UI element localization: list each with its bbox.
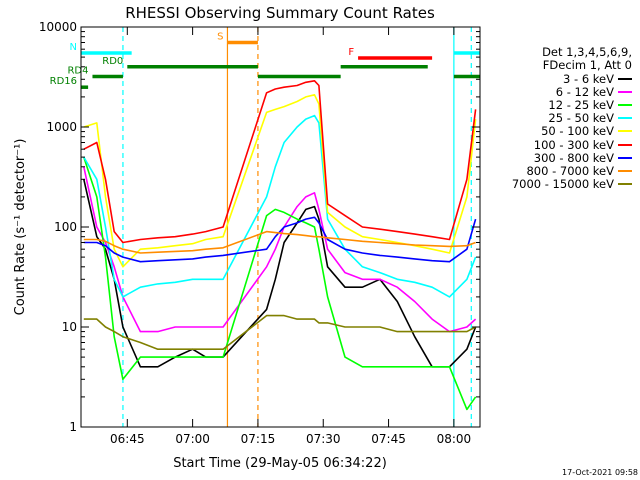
- legend-entry-7: 800 - 7000 keV: [482, 163, 632, 178]
- legend-entry-label: 50 - 100 keV: [541, 124, 614, 139]
- flag-label-rd0: RD0: [102, 56, 123, 67]
- legend-entry-label: 7000 - 15000 keV: [511, 177, 614, 192]
- legend-entry-swatch: [618, 183, 632, 186]
- series-line-6: [83, 216, 477, 263]
- flag-label-rd4: RD4: [67, 65, 88, 76]
- legend-entry-4: 50 - 100 keV: [482, 124, 632, 139]
- chart-title: RHESSI Observing Summary Count Rates: [125, 4, 435, 22]
- x-axis-label: Start Time (29-May-05 06:34:22): [173, 456, 387, 471]
- legend-entry-3: 25 - 50 keV: [482, 111, 632, 126]
- legend-entry-swatch: [618, 103, 632, 106]
- legend-header-line-1: Det 1,3,4,5,6,9,: [542, 45, 632, 59]
- flag-label-f: F: [348, 47, 354, 58]
- x-tick-label-2: 07:15: [241, 432, 276, 446]
- legend-entry-5: 100 - 300 keV: [482, 137, 632, 152]
- legend-entry-2: 12 - 25 keV: [482, 97, 632, 112]
- x-tick-label-4: 07:45: [371, 432, 406, 446]
- legend-header-line-2: FDecim 1, Att 0: [542, 58, 632, 72]
- y-axis-label: Count Rate (s⁻¹ detector⁻¹): [13, 139, 28, 316]
- legend-entry-8: 7000 - 15000 keV: [482, 177, 632, 192]
- legend-entry-6: 300 - 800 keV: [482, 150, 632, 165]
- legend: Det 1,3,4,5,6,9, FDecim 1, Att 0 3 - 6 k…: [482, 46, 632, 191]
- legend-entry-label: 3 - 6 keV: [563, 71, 614, 86]
- x-tick-label-3: 07:30: [306, 432, 341, 446]
- series-line-1: [83, 166, 477, 333]
- y-tick-label-3: 1000: [46, 120, 77, 134]
- y-tick-label-0: 1: [69, 420, 77, 434]
- x-tick-label-5: 08:00: [437, 432, 472, 446]
- flag-label-n: N: [70, 42, 77, 53]
- legend-entry-0: 3 - 6 keV: [482, 71, 632, 86]
- legend-entry-swatch: [618, 169, 632, 172]
- legend-entry-swatch: [618, 77, 632, 80]
- legend-entry-swatch: [618, 143, 632, 146]
- legend-entry-swatch: [618, 130, 632, 133]
- series-line-3: [83, 114, 477, 298]
- legend-entry-label: 300 - 800 keV: [533, 150, 614, 165]
- legend-entries: 3 - 6 keV 6 - 12 keV 12 - 25 keV 25 - 50 ke…: [482, 72, 632, 191]
- x-tick-label-0: 06:45: [110, 432, 145, 446]
- legend-entry-label: 6 - 12 keV: [555, 84, 614, 99]
- series-line-2: [83, 156, 477, 411]
- legend-entry-label: 25 - 50 keV: [548, 111, 614, 126]
- legend-entry-label: 800 - 7000 keV: [526, 163, 614, 178]
- series-line-5: [83, 80, 477, 244]
- y-tick-label-2: 100: [54, 220, 77, 234]
- legend-entry-swatch: [618, 156, 632, 159]
- legend-entry-swatch: [618, 90, 632, 93]
- y-tick-label-1: 10: [62, 320, 77, 334]
- series-line-8: [83, 314, 476, 351]
- series-line-4: [83, 94, 477, 268]
- flag-label-rd16: RD16: [50, 76, 77, 87]
- series-line-7: [83, 230, 476, 254]
- legend-entry-1: 6 - 12 keV: [482, 84, 632, 99]
- generation-timestamp: 17-Oct-2021 09:58: [562, 468, 638, 477]
- legend-entry-label: 100 - 300 keV: [533, 137, 614, 152]
- series-line-0: [83, 179, 477, 368]
- legend-entry-swatch: [618, 117, 632, 120]
- y-tick-label-4: 10000: [39, 20, 77, 34]
- legend-entry-label: 12 - 25 keV: [548, 97, 614, 112]
- flag-label-s: S: [217, 31, 223, 42]
- x-tick-label-1: 07:00: [175, 432, 210, 446]
